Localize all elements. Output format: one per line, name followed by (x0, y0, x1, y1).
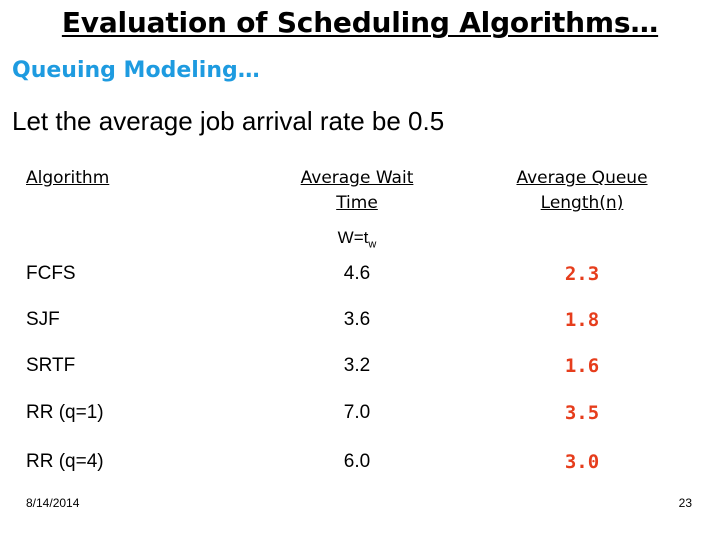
slide-subtitle: Queuing Modeling… (12, 58, 260, 83)
cell-average-wait: 3.2 (343, 355, 371, 376)
cell-average-queue: 3.5 (564, 402, 600, 424)
wait-time-formula: W=tw (262, 228, 452, 250)
header-average-queue-length: Average Queue Length(n) (487, 166, 677, 216)
cell-algorithm: SRTF (26, 355, 76, 376)
formula-base: W=t (337, 228, 369, 247)
footer-date: 8/14/2014 (26, 496, 80, 510)
slide-title: Evaluation of Scheduling Algorithms… (61, 6, 659, 39)
table-row: RR (q=1) 7.0 3.5 (0, 402, 720, 432)
table-row: FCFS 4.6 2.3 (0, 263, 720, 293)
formula-subscript: w (368, 238, 377, 251)
cell-average-wait: 3.6 (343, 309, 371, 330)
footer-page-number: 23 (678, 496, 692, 510)
cell-algorithm: FCFS (26, 263, 76, 284)
table-row: RR (q=4) 6.0 3.0 (0, 451, 720, 481)
cell-algorithm: RR (q=4) (26, 451, 104, 472)
header-algorithm-label: Algorithm (26, 168, 110, 188)
table-row: SJF 3.6 1.8 (0, 309, 720, 339)
cell-algorithm: RR (q=1) (26, 402, 104, 423)
cell-average-queue: 1.8 (564, 309, 600, 331)
header-algorithm: Algorithm (26, 166, 109, 191)
cell-algorithm: SJF (26, 309, 60, 330)
cell-average-queue: 3.0 (564, 451, 600, 473)
header-queue-line1: Average Queue (516, 168, 648, 188)
table-row: SRTF 3.2 1.6 (0, 355, 720, 385)
header-queue-line2: Length(n) (540, 193, 624, 213)
cell-average-wait: 6.0 (343, 451, 371, 472)
header-wait-line2: Time (336, 193, 378, 213)
header-average-wait-time: Average Wait Time (262, 166, 452, 216)
header-wait-line1: Average Wait (300, 168, 414, 188)
cell-average-wait: 7.0 (343, 402, 371, 423)
intro-text: Let the average job arrival rate be 0.5 (12, 106, 445, 136)
cell-average-queue: 2.3 (564, 263, 600, 285)
cell-average-wait: 4.6 (343, 263, 371, 284)
cell-average-queue: 1.6 (564, 355, 600, 377)
